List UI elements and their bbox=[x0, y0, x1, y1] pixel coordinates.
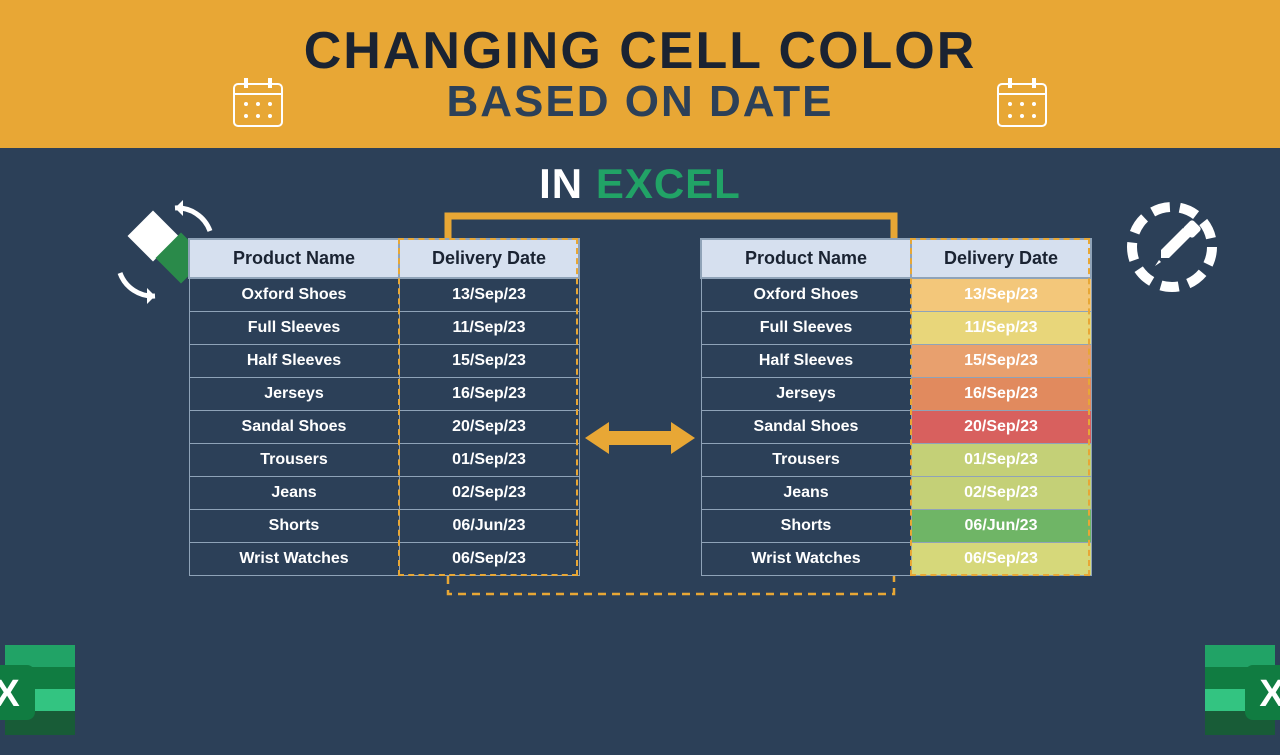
product-cell: Oxford Shoes bbox=[189, 278, 399, 312]
table-row: Jerseys16/Sep/23 bbox=[189, 378, 579, 411]
product-cell: Sandal Shoes bbox=[701, 411, 911, 444]
date-cell: 06/Sep/23 bbox=[911, 543, 1091, 576]
double-arrow-icon bbox=[585, 418, 695, 458]
date-cell: 15/Sep/23 bbox=[911, 345, 1091, 378]
date-cell: 15/Sep/23 bbox=[399, 345, 579, 378]
title-banner: CHANGING CELL COLOR BASED ON DATE bbox=[0, 0, 1280, 148]
tables-container: Product NameDelivery DateOxford Shoes13/… bbox=[0, 238, 1280, 576]
date-cell: 13/Sep/23 bbox=[399, 278, 579, 312]
table-row: Jeans02/Sep/23 bbox=[701, 477, 1091, 510]
product-cell: Full Sleeves bbox=[189, 312, 399, 345]
product-cell: Shorts bbox=[189, 510, 399, 543]
table-row: Wrist Watches06/Sep/23 bbox=[189, 543, 579, 576]
product-cell: Trousers bbox=[701, 444, 911, 477]
table-row: Sandal Shoes20/Sep/23 bbox=[189, 411, 579, 444]
table-row: Oxford Shoes13/Sep/23 bbox=[189, 278, 579, 312]
table-row: Half Sleeves15/Sep/23 bbox=[701, 345, 1091, 378]
subtitle-excel: EXCEL bbox=[596, 160, 741, 207]
table-row: Jerseys16/Sep/23 bbox=[701, 378, 1091, 411]
date-cell: 20/Sep/23 bbox=[911, 411, 1091, 444]
table-row: Full Sleeves11/Sep/23 bbox=[701, 312, 1091, 345]
product-cell: Half Sleeves bbox=[701, 345, 911, 378]
table-row: Full Sleeves11/Sep/23 bbox=[189, 312, 579, 345]
product-cell: Shorts bbox=[701, 510, 911, 543]
product-cell: Jeans bbox=[701, 477, 911, 510]
left-table: Product NameDelivery DateOxford Shoes13/… bbox=[188, 238, 580, 576]
date-cell: 02/Sep/23 bbox=[911, 477, 1091, 510]
product-cell: Jerseys bbox=[189, 378, 399, 411]
right-table: Product NameDelivery DateOxford Shoes13/… bbox=[700, 238, 1092, 576]
product-cell: Jerseys bbox=[701, 378, 911, 411]
subtitle-in: IN bbox=[539, 160, 583, 207]
table-row: Trousers01/Sep/23 bbox=[701, 444, 1091, 477]
table-row: Shorts06/Jun/23 bbox=[701, 510, 1091, 543]
date-cell: 11/Sep/23 bbox=[399, 312, 579, 345]
date-cell: 11/Sep/23 bbox=[911, 312, 1091, 345]
product-cell: Jeans bbox=[189, 477, 399, 510]
excel-logo-icon: X bbox=[1190, 630, 1280, 750]
table-row: Jeans02/Sep/23 bbox=[189, 477, 579, 510]
date-cell: 16/Sep/23 bbox=[911, 378, 1091, 411]
table-header: Product Name bbox=[701, 239, 911, 278]
date-cell: 02/Sep/23 bbox=[399, 477, 579, 510]
product-cell: Half Sleeves bbox=[189, 345, 399, 378]
table-row: Wrist Watches06/Sep/23 bbox=[701, 543, 1091, 576]
calendar-icon bbox=[230, 74, 286, 130]
product-cell: Sandal Shoes bbox=[189, 411, 399, 444]
table-header: Delivery Date bbox=[911, 239, 1091, 278]
table-row: Sandal Shoes20/Sep/23 bbox=[701, 411, 1091, 444]
excel-logo-icon: X bbox=[0, 630, 90, 750]
table-row: Shorts06/Jun/23 bbox=[189, 510, 579, 543]
svg-text:X: X bbox=[0, 673, 20, 715]
right-table-wrap: Product NameDelivery DateOxford Shoes13/… bbox=[700, 238, 1092, 576]
calendar-icon bbox=[994, 74, 1050, 130]
product-cell: Trousers bbox=[189, 444, 399, 477]
product-cell: Oxford Shoes bbox=[701, 278, 911, 312]
date-cell: 13/Sep/23 bbox=[911, 278, 1091, 312]
date-cell: 01/Sep/23 bbox=[911, 444, 1091, 477]
table-row: Oxford Shoes13/Sep/23 bbox=[701, 278, 1091, 312]
bottom-dash-connector bbox=[358, 576, 984, 606]
date-cell: 06/Jun/23 bbox=[399, 510, 579, 543]
product-cell: Wrist Watches bbox=[189, 543, 399, 576]
left-table-wrap: Product NameDelivery DateOxford Shoes13/… bbox=[188, 238, 580, 576]
product-cell: Full Sleeves bbox=[701, 312, 911, 345]
banner-title-1: CHANGING CELL COLOR bbox=[304, 21, 977, 81]
banner-title-2: BASED ON DATE bbox=[447, 77, 834, 127]
date-cell: 20/Sep/23 bbox=[399, 411, 579, 444]
date-cell: 06/Jun/23 bbox=[911, 510, 1091, 543]
date-cell: 01/Sep/23 bbox=[399, 444, 579, 477]
svg-text:X: X bbox=[1259, 673, 1280, 715]
product-cell: Wrist Watches bbox=[701, 543, 911, 576]
date-cell: 06/Sep/23 bbox=[399, 543, 579, 576]
table-row: Trousers01/Sep/23 bbox=[189, 444, 579, 477]
table-header: Delivery Date bbox=[399, 239, 579, 278]
date-cell: 16/Sep/23 bbox=[399, 378, 579, 411]
table-header: Product Name bbox=[189, 239, 399, 278]
table-row: Half Sleeves15/Sep/23 bbox=[189, 345, 579, 378]
